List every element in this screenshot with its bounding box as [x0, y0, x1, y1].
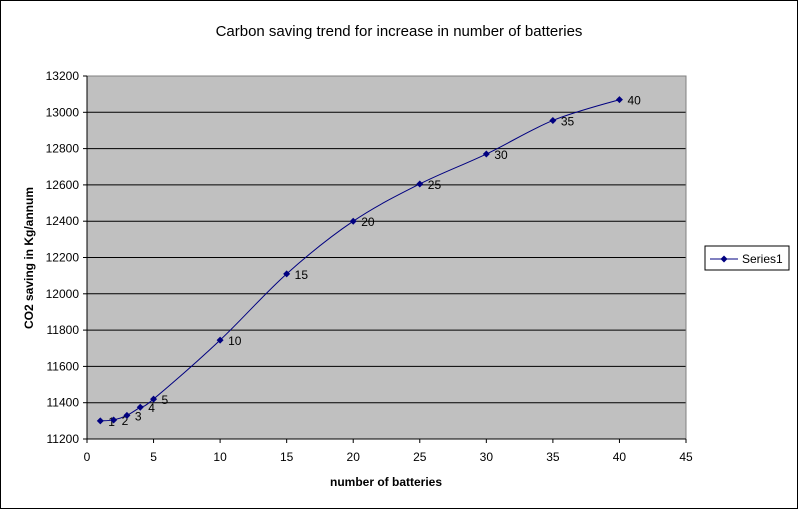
- data-point: [216, 336, 224, 344]
- data-label: 15: [295, 268, 309, 282]
- y-tick-label: 13200: [46, 69, 80, 83]
- y-tick-label: 12800: [46, 142, 80, 156]
- x-tick-labels: 0 5 10 15 20 25 30 35 40 45: [84, 450, 693, 464]
- data-point: [150, 395, 158, 403]
- data-point: [110, 416, 118, 424]
- y-tick-label: 12600: [46, 178, 80, 192]
- legend: Series1: [704, 245, 790, 271]
- data-point: [283, 270, 291, 278]
- x-tick-label: 5: [150, 450, 157, 464]
- x-tick-label: 25: [413, 450, 427, 464]
- x-tick-label: 20: [347, 450, 361, 464]
- data-label: 25: [428, 178, 442, 192]
- data-point: [123, 411, 131, 419]
- axes: [83, 75, 687, 443]
- x-tick-label: 35: [546, 450, 560, 464]
- y-tick-labels: 11200 11400 11600 11800 12000 12200 12400 12600…: [46, 69, 80, 446]
- y-tick-label: 12200: [46, 251, 80, 265]
- x-axis-title: number of batteries: [330, 475, 442, 489]
- y-tick-label: 11800: [47, 323, 80, 337]
- y-tick-label: 11200: [47, 432, 80, 446]
- data-point: [349, 217, 357, 225]
- y-tick-label: 11400: [47, 396, 80, 410]
- data-label: 5: [162, 393, 169, 407]
- chart-title: Carbon saving trend for increase in numb…: [216, 23, 583, 40]
- data-label: 3: [135, 409, 142, 423]
- x-tick-label: 0: [84, 450, 91, 464]
- y-axis-title: CO2 saving in Kg/annum: [22, 187, 36, 329]
- data-point: [615, 96, 623, 104]
- y-tick-label: 12400: [46, 214, 80, 228]
- legend-label: Series1: [742, 252, 783, 266]
- x-tick-label: 45: [679, 450, 693, 464]
- data-point: [416, 180, 424, 188]
- data-point: [96, 417, 104, 425]
- data-label: 40: [627, 94, 641, 108]
- x-tick-label: 40: [613, 450, 627, 464]
- data-point: [482, 150, 490, 158]
- data-label: 4: [148, 401, 155, 415]
- legend-marker: [720, 255, 728, 263]
- data-point: [136, 403, 144, 411]
- data-point: [549, 116, 557, 124]
- series-group: 1 2 345 10 15 20 25 30 35 40: [96, 94, 641, 429]
- x-tick-label: 30: [480, 450, 494, 464]
- data-label: 35: [561, 114, 575, 128]
- data-label: 2: [122, 414, 129, 428]
- legend-box: [704, 245, 790, 271]
- data-label: 20: [361, 215, 375, 229]
- x-tick-label: 15: [280, 450, 294, 464]
- y-tick-label: 13000: [46, 105, 80, 119]
- data-label: 30: [494, 148, 508, 162]
- data-label: 1: [108, 415, 115, 429]
- data-label: 10: [228, 334, 242, 348]
- y-tick-label: 12000: [46, 287, 80, 301]
- y-tick-label: 11600: [47, 359, 80, 373]
- x-tick-label: 10: [213, 450, 227, 464]
